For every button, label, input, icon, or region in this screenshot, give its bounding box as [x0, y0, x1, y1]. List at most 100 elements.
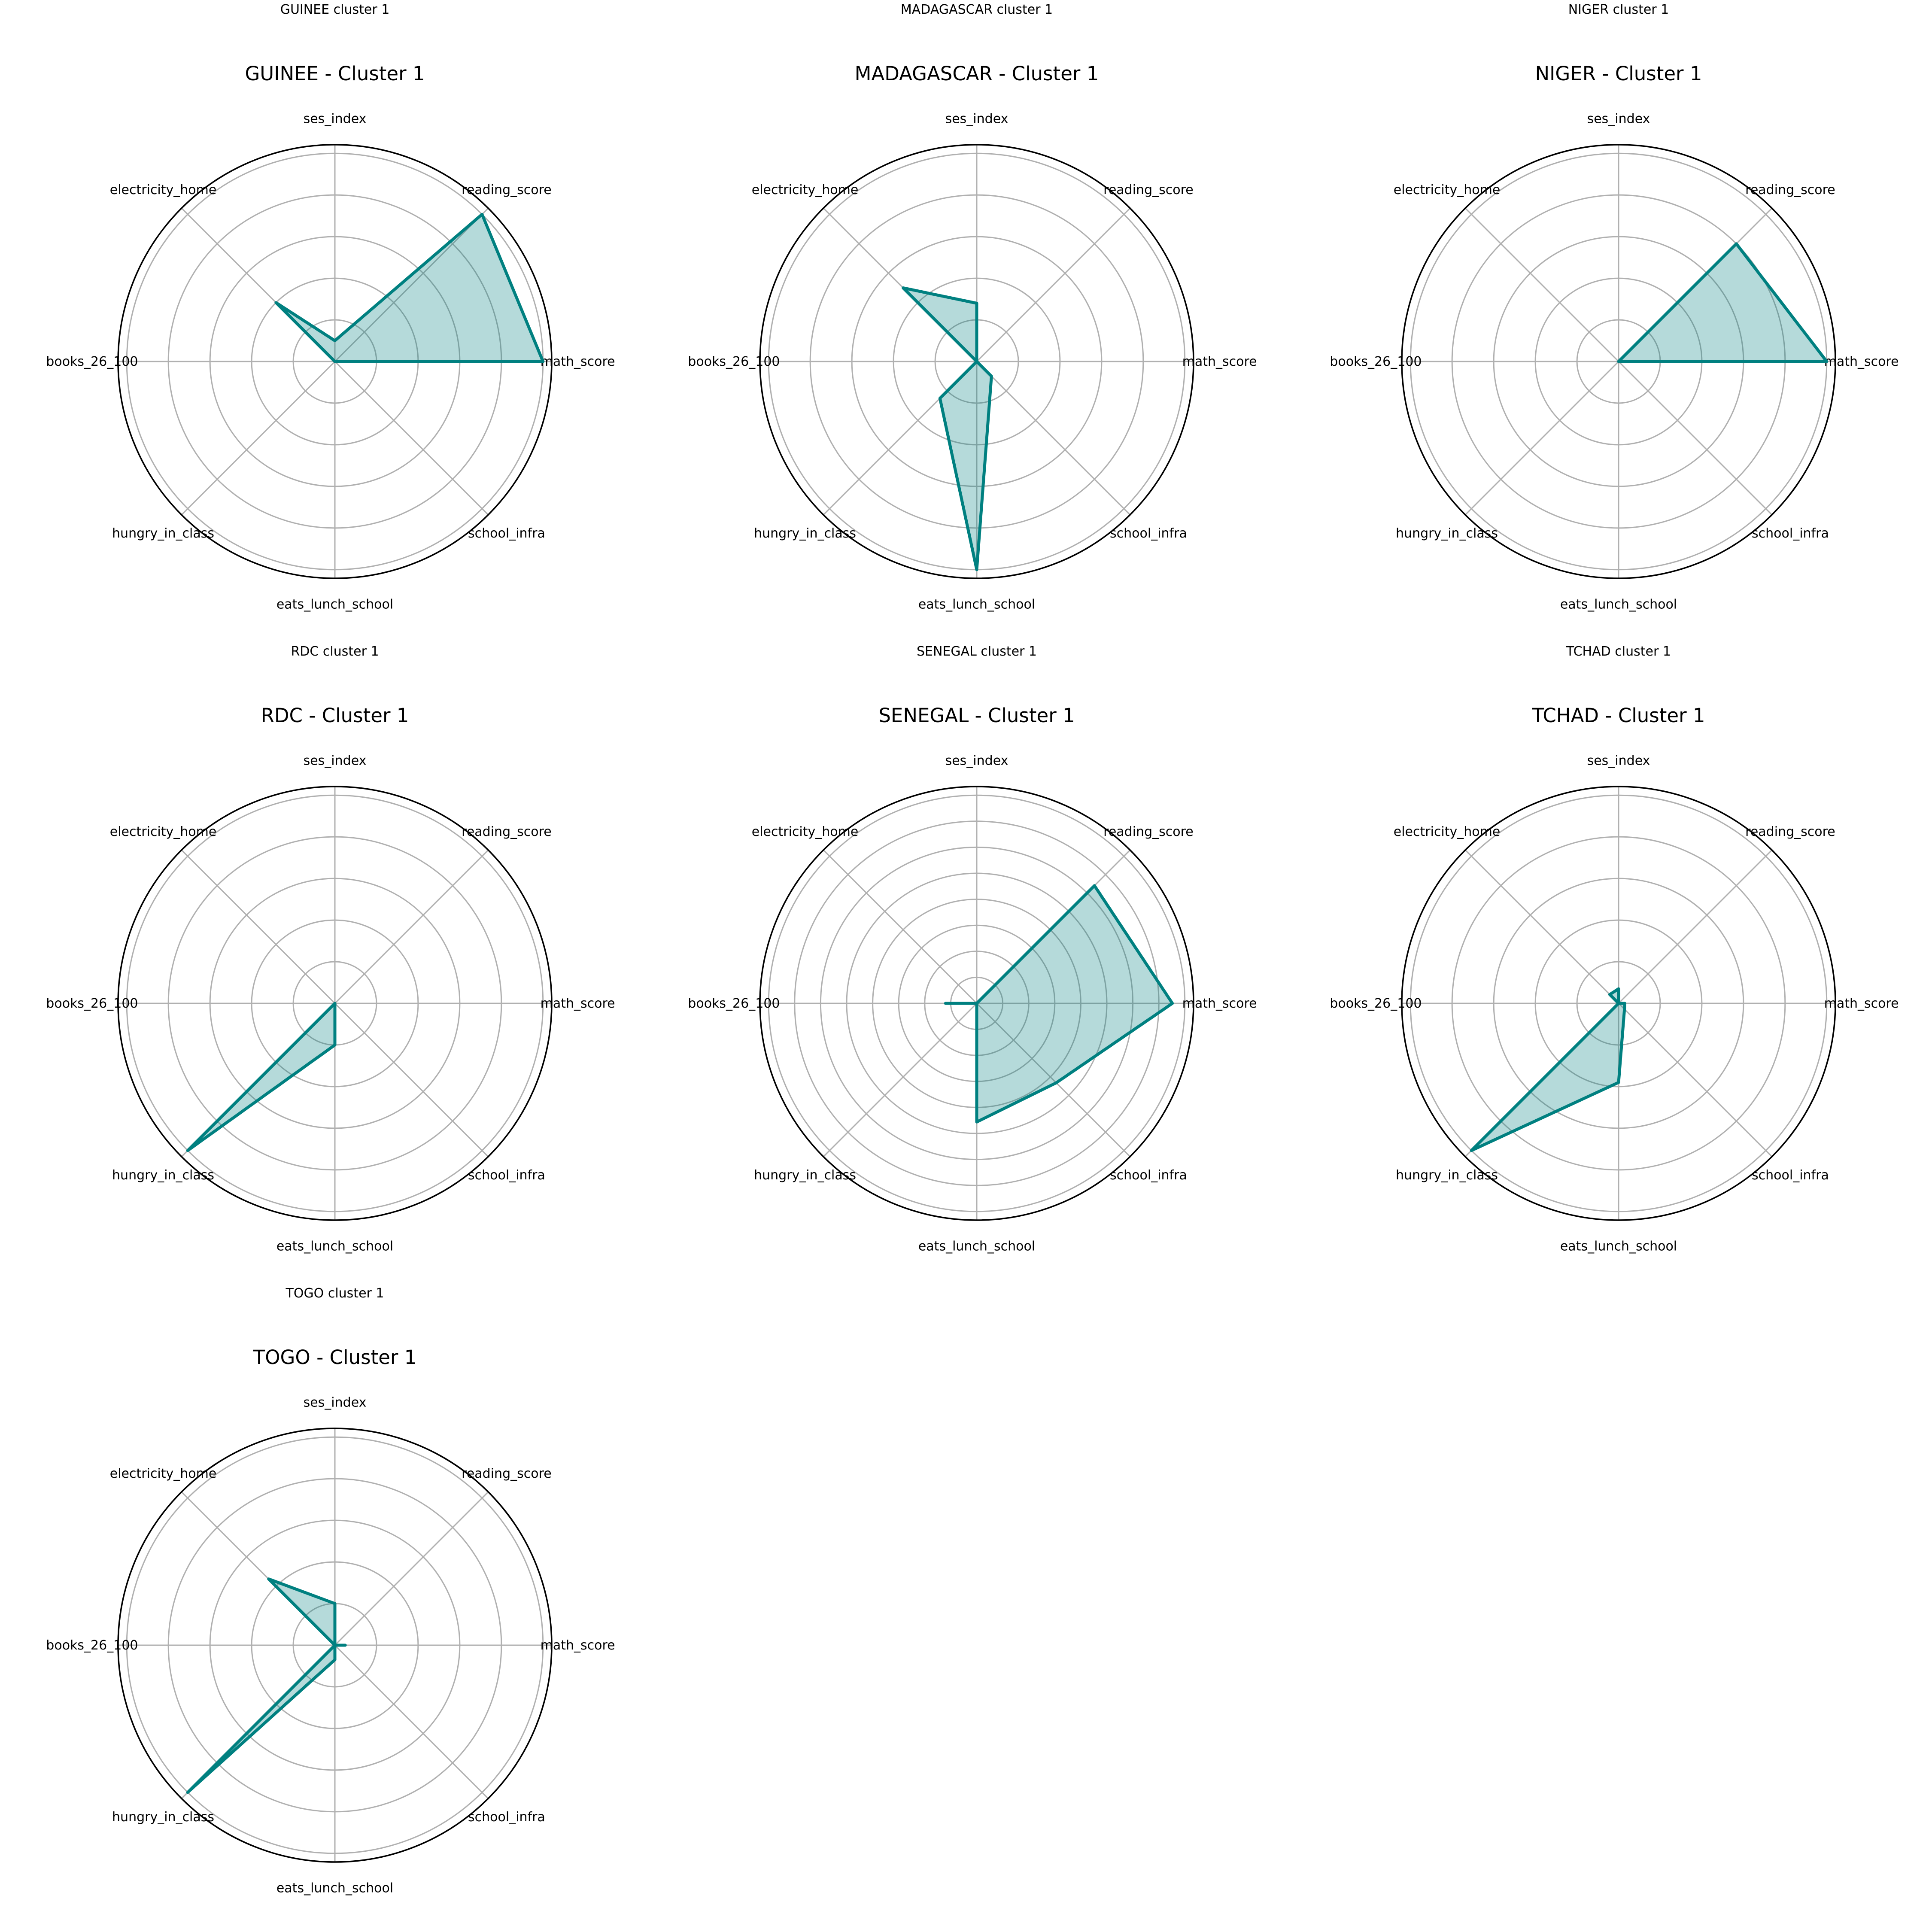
grid-spoke [334, 1491, 489, 1646]
axis-label: eats_lunch_school [1560, 597, 1677, 612]
axis-label: school_infra [1752, 526, 1829, 541]
polar-frame [759, 786, 1194, 1221]
grid-spoke [976, 361, 1131, 516]
panel-title: MADAGASCAR - Cluster 1 [855, 62, 1099, 85]
axis-label: ses_index [1587, 753, 1650, 768]
axis-label: math_score [1824, 354, 1899, 369]
grid-spoke [1464, 207, 1619, 362]
axis-label: hungry_in_class [1396, 526, 1498, 541]
series-polygon [186, 1577, 347, 1794]
radar-panel: MADAGASCAR cluster 1 MADAGASCAR - Cluster… [688, 2, 1257, 612]
axis-label: hungry_in_class [112, 526, 214, 541]
grid-spoke [334, 1002, 489, 1157]
radar-panel: NIGER cluster 1 NIGER - Cluster 1 math_sco… [1330, 2, 1899, 612]
grid-spoke [823, 849, 978, 1004]
panel-suptitle: MADAGASCAR cluster 1 [901, 2, 1053, 17]
axis-label: eats_lunch_school [276, 597, 393, 612]
axis-label: school_infra [468, 1168, 545, 1183]
axis-label: ses_index [945, 753, 1009, 768]
axis-label: hungry_in_class [1396, 1168, 1498, 1183]
axis-label: school_infra [468, 1810, 545, 1825]
axis-label: math_score [541, 354, 615, 369]
grid-spoke [181, 849, 336, 1004]
axis-label: reading_score [1103, 824, 1194, 839]
axis-label: eats_lunch_school [276, 1239, 393, 1254]
polar-frame [1401, 786, 1836, 1221]
axis-label: electricity_home [1394, 182, 1501, 197]
panel-suptitle: NIGER cluster 1 [1568, 2, 1669, 17]
grid-spoke [334, 849, 489, 1004]
panel-suptitle: TCHAD cluster 1 [1566, 644, 1671, 659]
axis-label: electricity_home [110, 182, 217, 197]
axis-label: school_infra [1110, 526, 1187, 541]
axis-label: math_score [541, 1638, 615, 1653]
panel-title: TCHAD - Cluster 1 [1531, 704, 1705, 727]
axis-label: hungry_in_class [754, 1168, 856, 1183]
axis-label: books_26_100 [46, 354, 138, 369]
axis-label: reading_score [462, 182, 552, 197]
axis-label: hungry_in_class [754, 526, 856, 541]
axis-label: electricity_home [752, 824, 859, 839]
polar-frame [117, 1428, 553, 1863]
radar-panel: SENEGAL cluster 1 SENEGAL - Cluster 1 math… [688, 644, 1257, 1254]
grid-spoke [1464, 361, 1619, 516]
panel-title: NIGER - Cluster 1 [1535, 62, 1702, 85]
grid-spoke [976, 207, 1131, 362]
axis-label: math_score [1824, 996, 1899, 1011]
panel-title: SENEGAL - Cluster 1 [878, 704, 1075, 727]
grid-spoke [334, 207, 489, 362]
grid-spoke [334, 361, 489, 516]
axis-label: books_26_100 [1330, 996, 1422, 1011]
polar-frame [1401, 144, 1836, 579]
axis-label: books_26_100 [46, 996, 138, 1011]
axis-label: school_infra [1110, 1168, 1187, 1183]
radar-panel: TOGO cluster 1 TOGO - Cluster 1 math_score… [46, 1286, 615, 1896]
axis-label: eats_lunch_school [918, 597, 1035, 612]
series-polygon [944, 884, 1174, 1124]
polar-frame [117, 144, 553, 579]
axis-label: ses_index [1587, 111, 1650, 126]
axis-label: reading_score [1745, 824, 1835, 839]
grid-spoke [1618, 849, 1773, 1004]
axis-label: electricity_home [752, 182, 859, 197]
axis-label: electricity_home [110, 824, 217, 839]
panel-title: GUINEE - Cluster 1 [245, 62, 425, 85]
axis-label: ses_index [304, 753, 367, 768]
axis-label: eats_lunch_school [276, 1881, 393, 1896]
grid-spoke [976, 1002, 1131, 1157]
series-polygon [186, 1002, 337, 1152]
series-polygon [902, 286, 993, 571]
axis-label: reading_score [462, 1466, 552, 1481]
series-polygon [1617, 242, 1829, 363]
axis-label: math_score [1182, 996, 1257, 1011]
axis-label: hungry_in_class [112, 1168, 214, 1183]
axis-label: hungry_in_class [112, 1810, 214, 1825]
panel-suptitle: GUINEE cluster 1 [280, 2, 390, 17]
radar-panel: RDC cluster 1 RDC - Cluster 1 math_score re… [46, 644, 615, 1254]
grid-spoke [823, 1002, 978, 1157]
grid-spoke [1464, 849, 1619, 1004]
axis-label: reading_score [1103, 182, 1194, 197]
axis-label: ses_index [945, 111, 1009, 126]
panel-title: RDC - Cluster 1 [261, 704, 409, 727]
panel-suptitle: TOGO cluster 1 [286, 1286, 384, 1301]
axis-label: ses_index [304, 1395, 367, 1410]
radar-panel: GUINEE cluster 1 GUINEE - Cluster 1 math_s… [46, 2, 615, 612]
axis-label: electricity_home [110, 1466, 217, 1481]
axis-label: math_score [541, 996, 615, 1011]
panel-suptitle: RDC cluster 1 [291, 644, 379, 659]
grid-spoke [1618, 361, 1773, 516]
polar-frame [759, 144, 1194, 579]
series-polygon [274, 213, 545, 363]
axis-label: school_infra [1752, 1168, 1829, 1183]
grid-spoke [1618, 1002, 1773, 1157]
axis-label: eats_lunch_school [1560, 1239, 1677, 1254]
panel-title: TOGO - Cluster 1 [253, 1346, 417, 1369]
axis-label: ses_index [304, 111, 367, 126]
axis-label: eats_lunch_school [918, 1239, 1035, 1254]
axis-label: books_26_100 [688, 996, 780, 1011]
grid-spoke [181, 361, 336, 516]
grid-spoke [334, 1644, 489, 1799]
axis-label: school_infra [468, 526, 545, 541]
